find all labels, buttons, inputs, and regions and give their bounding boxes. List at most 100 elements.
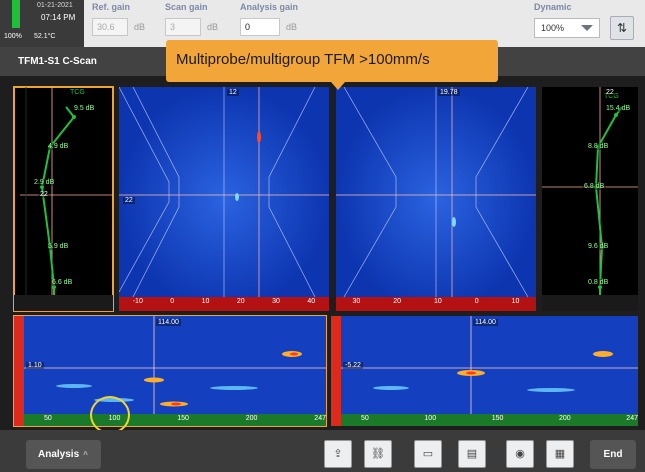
view-title: TFM1-S1 C-Scan — [18, 56, 97, 67]
chevron-up-icon: ^ — [83, 450, 88, 459]
ascan-left-gain-4: 5.9 dB — [46, 243, 71, 250]
sscan-left-tick: 40 — [307, 298, 316, 305]
sscan-left-tick: 20 — [236, 298, 245, 305]
dynamic-group: Dynamic 100% — [534, 0, 604, 47]
sscan-right-axis: 30 20 10 0 10 — [336, 298, 536, 310]
ascan-right-plot — [542, 87, 638, 311]
cscan-right-tick: 50 — [361, 415, 369, 422]
cscan-left-tick: 50 — [44, 415, 52, 422]
battery-percent: 100% — [4, 33, 22, 40]
analysis-gain-field[interactable]: 0 — [240, 18, 280, 36]
ascan-right-gain-4: 9.6 dB — [586, 243, 611, 250]
cscan-right-offset: -5.22 — [343, 362, 363, 369]
ascan-left-gain-3: 2.9 dB — [32, 179, 57, 186]
cscan-right-tick: 200 — [559, 415, 571, 422]
link-button[interactable]: ⛓ — [364, 440, 392, 468]
sscan-right-tick: 10 — [434, 298, 442, 305]
ascan-left-plot — [14, 87, 113, 311]
analysis-gain-label: Analysis gain — [240, 2, 299, 12]
ascan-right-gain-2: 8.8 dB — [586, 143, 611, 150]
ascan-right-gain-5: 0.8 dB — [586, 279, 611, 286]
scan-gain-unit: dB — [207, 22, 219, 32]
cscan-right-panel[interactable]: 114.00 -5.22 50 100 150 200 247 — [331, 316, 638, 426]
sscan-right-tick: 30 — [352, 298, 361, 305]
bottom-toolbar: Analysis ^ ⇪ ⛓ ▭ ▤ ◉ ▦ End — [0, 430, 645, 472]
temperature-readout: 52.1°C — [34, 33, 56, 40]
save-button[interactable]: ▦ — [546, 440, 574, 468]
sscan-left-axis: -10 0 10 20 30 40 — [119, 298, 329, 310]
cscan-right-plot — [331, 316, 638, 426]
cscan-left-offset: 1.10 — [26, 362, 44, 369]
sscan-left-cursor: 12 — [227, 89, 239, 96]
cscan-right-axis: 50 100 150 200 247 — [361, 415, 638, 426]
screenshot-button[interactable]: ◉ — [506, 440, 534, 468]
cscan-left-plot — [14, 316, 326, 426]
cscan-right-tick: 100 — [424, 415, 437, 422]
export-txt-button[interactable]: ⇪ — [324, 440, 352, 468]
layout-button[interactable]: ▭ — [414, 440, 442, 468]
ascan-left-panel[interactable]: TCG 22 9.5 dB 4.9 dB 2.9 dB 5.9 dB 6.6 d… — [13, 86, 114, 312]
ascan-left-gain-2: 4.9 dB — [46, 143, 71, 150]
ref-gain-label: Ref. gain — [92, 2, 131, 12]
cscan-right-cursor: 114.00 — [473, 319, 498, 326]
sscan-left-panel[interactable]: 12 22 -10 0 10 20 30 40 — [119, 87, 329, 311]
cscan-left-tick: 200 — [245, 415, 258, 422]
ascan-right-marker: 22 — [604, 89, 616, 96]
sort-arrows-icon: ⇅ — [616, 21, 628, 35]
analysis-gain-group: Analysis gain 0 dB — [240, 0, 330, 47]
analysis-menu-button[interactable]: Analysis ^ — [26, 440, 101, 469]
ref-gain-group: Ref. gain 30.6 dB — [92, 0, 152, 47]
sscan-left-tick: 10 — [201, 298, 210, 305]
cscan-left-tick: 247 — [314, 415, 326, 422]
scan-gain-field[interactable]: 3 — [165, 18, 201, 36]
export-icon: ⇪ — [333, 448, 343, 460]
ascan-left-gain-5: 6.6 dB — [50, 279, 75, 286]
cscan-right-tick: 150 — [491, 415, 504, 422]
camera-icon: ◉ — [515, 448, 525, 460]
chevron-down-icon — [581, 25, 593, 31]
cscan-left-axis: 50 100 150 200 247 — [44, 415, 326, 426]
sscan-right-tick: 0 — [474, 298, 479, 305]
report-icon: ▤ — [466, 448, 478, 460]
ascan-right-tcg: TCG — [602, 93, 621, 100]
cscan-left-panel[interactable]: 114.00 1.10 50 100 150 200 247 — [13, 315, 327, 427]
cscan-right-tick: 247 — [626, 415, 638, 422]
feature-callout: Multiprobe/multigroup TFM >100mm/s — [166, 40, 498, 90]
ref-gain-field[interactable]: 30.6 — [92, 18, 128, 36]
touch-indicator — [90, 396, 130, 434]
cscan-left-tick: 150 — [177, 415, 189, 422]
sscan-left-tick: 30 — [272, 298, 280, 305]
ascan-right-gain-1: 15.4 dB — [604, 105, 633, 112]
battery-icon — [12, 0, 20, 28]
report-button[interactable]: ▤ — [458, 440, 486, 468]
ascan-right-gain-3: 6.8 dB — [582, 183, 607, 190]
sscan-right-tick: 10 — [511, 298, 520, 305]
scan-gain-label: Scan gain — [165, 2, 208, 12]
sscan-left-marker: 22 — [123, 197, 135, 204]
scan-gain-group: Scan gain 3 dB — [165, 0, 227, 47]
sscan-right-tick: 20 — [393, 298, 402, 305]
dynamic-select[interactable]: 100% — [534, 18, 600, 38]
sscan-left-tick: -10 — [132, 298, 143, 305]
sscan-left-tick: 0 — [170, 298, 175, 305]
dynamic-label: Dynamic — [534, 2, 572, 12]
ref-gain-unit: dB — [134, 22, 146, 32]
ascan-right-panel[interactable]: TCG 22 15.4 dB 8.8 dB 6.8 dB 9.6 dB 0.8 … — [542, 87, 638, 311]
status-date: 01-21-2021 — [37, 2, 73, 9]
sort-button[interactable]: ⇅ — [610, 16, 634, 40]
ascan-left-marker: 22 — [38, 191, 50, 198]
dynamic-value: 100% — [541, 23, 565, 33]
cscan-left-cursor: 114.00 — [156, 319, 181, 326]
sscan-left-plot — [119, 87, 329, 311]
link-icon: ⛓ — [371, 448, 385, 460]
status-time: 07:14 PM — [41, 13, 76, 22]
top-settings-bar: 01-21-2021 07:14 PM 100% 52.1°C Ref. gai… — [0, 0, 645, 47]
analysis-label: Analysis — [38, 449, 80, 460]
end-button[interactable]: End — [590, 440, 636, 469]
status-panel: 01-21-2021 07:14 PM 100% 52.1°C — [0, 0, 84, 47]
sscan-right-panel[interactable]: 19.78 30 20 10 0 10 — [336, 87, 536, 311]
sscan-right-plot — [336, 87, 536, 311]
save-icon: ▦ — [554, 448, 566, 460]
analysis-gain-unit: dB — [286, 22, 298, 32]
